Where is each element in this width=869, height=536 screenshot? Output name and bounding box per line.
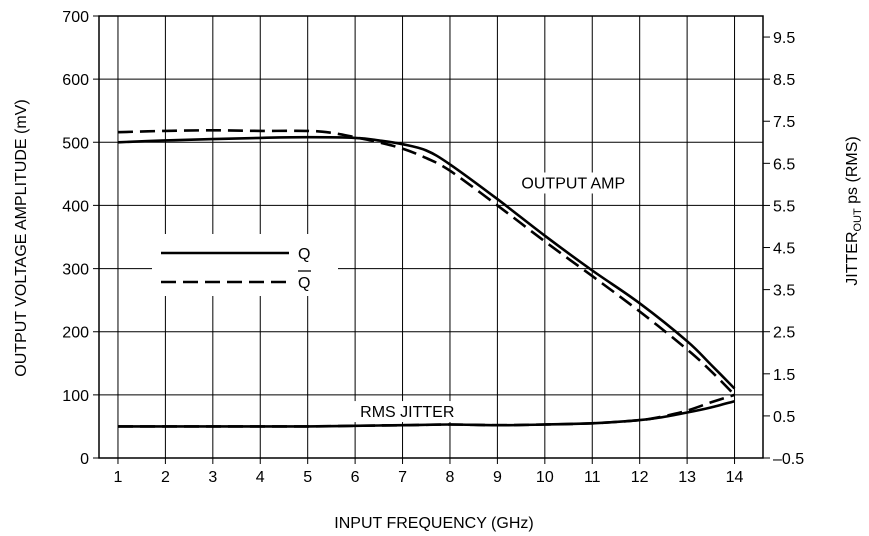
legend-label: Q [298,275,310,292]
y-axis-title: OUTPUT VOLTAGE AMPLITUDE (mV) [13,99,30,376]
x-tick-label: 1 [114,469,123,486]
x-tick-label: 5 [303,469,312,486]
annotation-label: OUTPUT AMP [521,175,625,192]
y2-tick-label: 6.5 [773,156,795,173]
x-tick-label: 2 [161,469,170,486]
annotation-background [352,401,463,423]
y2-tick-label: 8.5 [773,72,795,89]
x-tick-label: 13 [678,469,696,486]
y-tick-label: 400 [62,198,89,215]
annotations: OUTPUT AMP RMS JITTER [352,172,629,423]
ticks: 1 2 3 4 5 6 7 8 9 10 11 12 13 14010020030040050060070… [62,9,804,486]
plot-frame [98,15,764,459]
y-tick-label: 100 [62,388,89,405]
y2-tick-label: 5.5 [773,198,795,215]
y2-axis-title-main: JITTER [844,232,861,286]
x-tick-label: 14 [726,469,744,486]
annotation-label: RMS JITTER [360,404,454,421]
y-tick-label: 600 [62,72,89,89]
x-tick-label: 8 [446,469,455,486]
y-tick-label: 500 [62,135,89,152]
y2-axis-title: JITTEROUT ps (RMS) [844,136,864,285]
y2-tick-label: 3.5 [773,283,795,300]
x-tick-label: 9 [493,469,502,486]
y2-tick-label: 9.5 [773,30,795,47]
y-tick-label: 300 [62,262,89,279]
x-tick-label: 12 [631,469,649,486]
output-amp-dashed-line [117,129,736,396]
legend-background [152,234,338,296]
y2-tick-label: 7.5 [773,114,795,131]
series-layer [117,129,736,428]
y-tick-label: 0 [80,451,89,468]
y2-tick-label: 2.5 [773,325,795,342]
y2-tick-label: 1.5 [773,367,795,384]
y-tick-label: 200 [62,325,89,342]
x-tick-label: 4 [256,469,265,486]
annotation: OUTPUT AMP [518,172,629,194]
y2-axis-title-tail: ps (RMS) [844,136,861,208]
y-tick-label: 700 [62,9,89,26]
annotation: RMS JITTER [352,401,463,423]
annotation-background [518,172,629,194]
y2-tick-label: 4.5 [773,241,795,258]
legend: QQ [152,234,338,296]
x-tick-label: 3 [208,469,217,486]
y2-tick-label: –0.5 [773,451,804,468]
x-tick-label: 10 [536,469,554,486]
legend-label: Q [298,246,310,263]
x-tick-label: 6 [351,469,360,486]
y2-tick-label: 0.5 [773,409,795,426]
x-tick-label: 7 [398,469,407,486]
output-amp-solid-line [117,135,736,390]
rms-jitter-dashed-line [118,393,735,428]
y2-axis-title-subscript: OUT [852,208,864,232]
x-tick-label: 11 [584,469,601,486]
x-axis-title: INPUT FREQUENCY (GHz) [334,515,533,532]
